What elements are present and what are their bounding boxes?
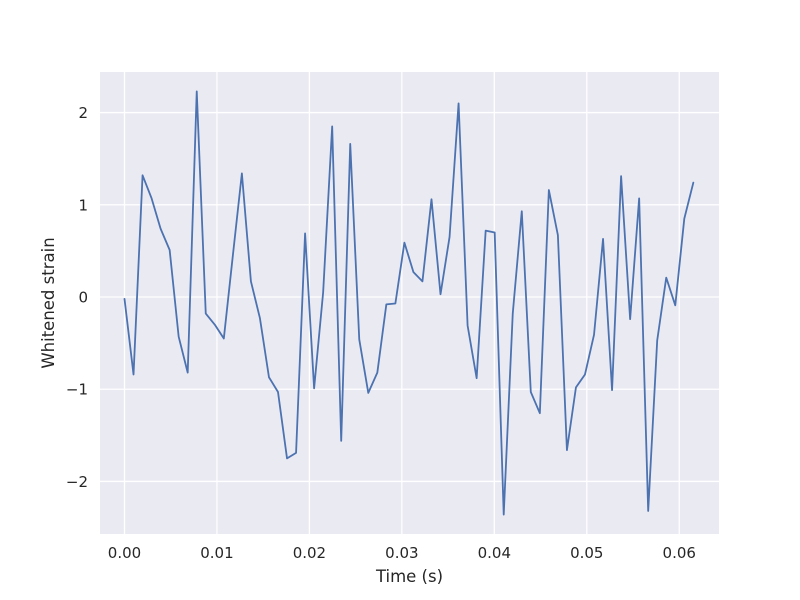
x-tick-label: 0.00 (108, 544, 141, 562)
plot-background (100, 72, 719, 534)
x-tick-label: 0.06 (663, 544, 696, 562)
y-tick-label: 1 (78, 196, 88, 214)
x-axis-title: Time (s) (375, 567, 443, 586)
x-tick-label: 0.05 (570, 544, 603, 562)
x-tick-label: 0.02 (293, 544, 326, 562)
x-tick-label: 0.03 (385, 544, 418, 562)
y-axis-title: Whitened strain (39, 237, 58, 368)
y-tick-label: 2 (78, 104, 88, 122)
x-tick-label: 0.01 (200, 544, 233, 562)
strain-series-line (123, 90, 695, 516)
y-tick-label: −2 (66, 473, 88, 491)
x-tick-label: 0.04 (478, 544, 511, 562)
y-tick-labels: −2 −1 0 1 2 (66, 104, 88, 491)
x-tick-labels: 0.00 0.01 0.02 0.03 0.04 0.05 0.06 (108, 544, 696, 562)
y-tick-label: −1 (66, 381, 88, 399)
y-tick-label: 0 (78, 289, 88, 307)
